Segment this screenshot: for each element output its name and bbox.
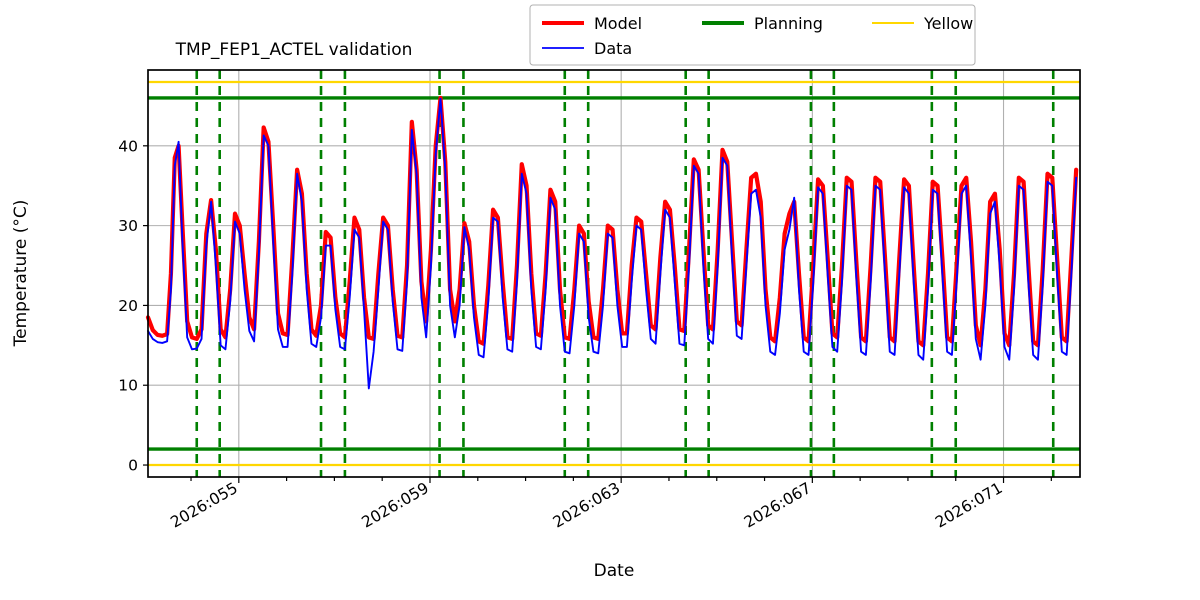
data-series-layer	[145, 95, 1079, 390]
legend-label-model[interactable]: Model	[594, 14, 642, 33]
axes-spines-layer	[147, 69, 1081, 478]
y-tick-label: 40	[118, 137, 138, 155]
x-axis-label: Date	[594, 561, 635, 581]
series-line-model	[145, 95, 1079, 348]
chart-title: TMP_FEP1_ACTEL validation	[175, 40, 413, 60]
y-tick-label: 10	[118, 377, 138, 395]
y-tick-label: 0	[128, 457, 138, 475]
plot-border	[147, 69, 1081, 478]
legend-label-yellow[interactable]: Yellow	[923, 14, 973, 33]
y-tick-label: 20	[118, 297, 138, 315]
chart-legend[interactable]: Model Planning Yellow Data	[529, 4, 976, 66]
y-axis-label: Temperature (°C)	[11, 200, 31, 348]
y-tick-label: 30	[118, 217, 138, 235]
legend-frame	[529, 4, 976, 66]
threshold-lines-layer	[148, 80, 1080, 467]
event-marker-lines-layer	[195, 70, 1055, 477]
series-line-data	[147, 97, 1078, 390]
legend-label-planning[interactable]: Planning	[754, 14, 823, 33]
legend-label-data[interactable]: Data	[594, 39, 632, 58]
